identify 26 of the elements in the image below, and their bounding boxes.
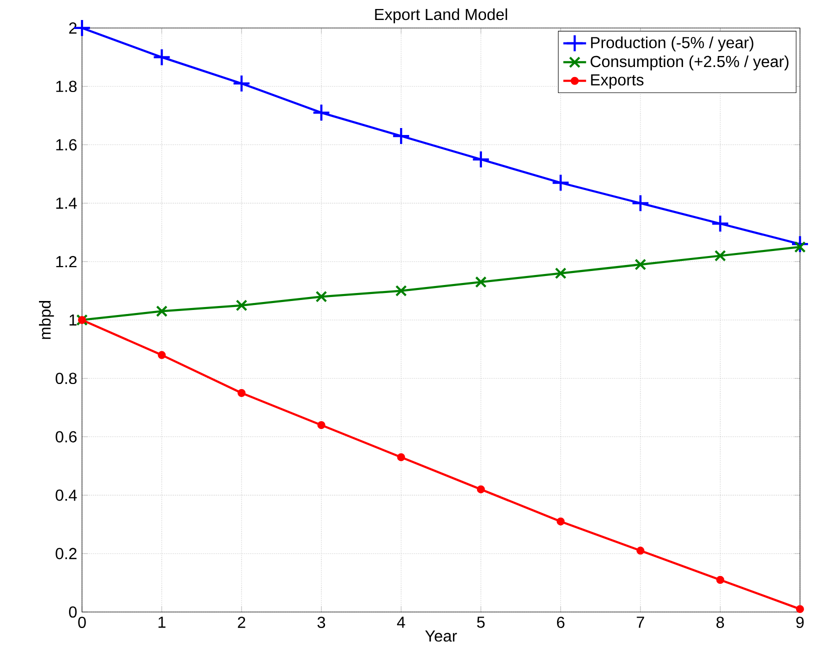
y-tick-label: 0.4 <box>56 490 77 501</box>
y-tick-label: 1.8 <box>56 80 77 92</box>
y-tick-label: 0.2 <box>56 548 76 560</box>
x-tick-label: 0 <box>78 616 86 628</box>
y-tick-label: 1 <box>70 314 77 326</box>
legend-label: Production (-5% / year) <box>591 36 754 52</box>
y-tick-label: 1.2 <box>56 256 76 268</box>
legend-label: Consumption (+2.5% / year) <box>590 55 788 70</box>
x-axis-title: Year <box>425 630 457 642</box>
x-tick-label: 4 <box>397 616 406 628</box>
x-tick-label: 5 <box>477 616 485 628</box>
x-tick-label: 1 <box>158 616 166 628</box>
x-tick-label: 9 <box>796 616 804 628</box>
y-tick-label: 0.8 <box>56 372 77 384</box>
x-tick-label: 3 <box>317 616 326 628</box>
y-tick-label: 0.6 <box>56 431 77 442</box>
x-tick-label: 7 <box>636 616 644 628</box>
x-tick-label: 8 <box>716 616 724 628</box>
x-tick-label: 6 <box>557 616 564 628</box>
x-tick-label: 2 <box>238 616 246 628</box>
y-tick-label: 1.4 <box>56 198 77 209</box>
y-tick-label: 1.6 <box>56 139 77 150</box>
y-axis-title: mbpd <box>38 301 54 339</box>
legend-label: Exports <box>591 74 644 89</box>
chart-title: Export Land Model <box>375 8 508 24</box>
y-tick-label: 0 <box>69 606 77 618</box>
